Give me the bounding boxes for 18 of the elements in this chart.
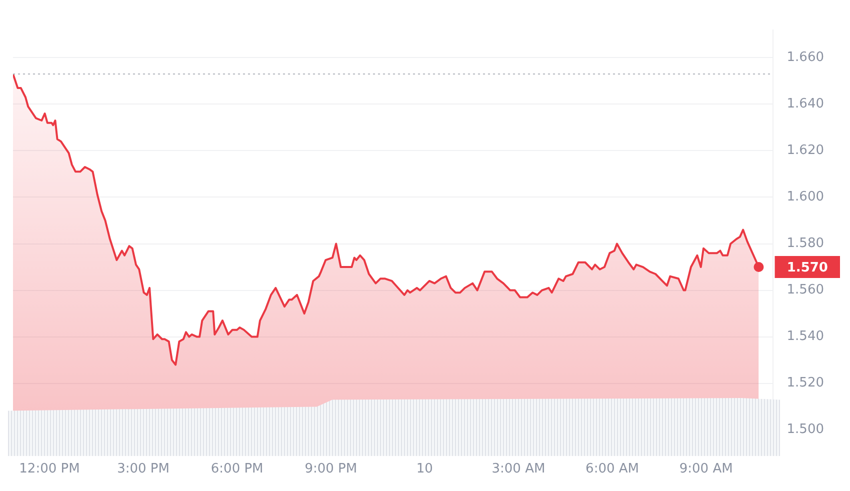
x-tick-label: 9:00 AM [679, 462, 733, 477]
x-tick-label: 6:00 AM [586, 462, 639, 477]
y-tick-label: 1.520 [786, 376, 824, 391]
y-tick-label: 1.660 [786, 50, 824, 66]
y-tick-label: 1.620 [786, 143, 824, 158]
y-tick-label: 1.640 [786, 96, 824, 112]
y-tick-label: 1.540 [786, 329, 824, 344]
y-tick-label: 1.600 [786, 190, 824, 205]
y-tick-label: 1.500 [786, 422, 824, 438]
x-tick-label: 3:00 PM [117, 462, 170, 477]
x-tick-label: 6:00 PM [210, 462, 264, 477]
x-tick-label: 3:00 AM [492, 462, 546, 477]
annotation: 1.570 [786, 260, 828, 276]
x-tick-label: 12:00 PM [19, 462, 80, 477]
x-tick-label: 9:00 PM [304, 462, 358, 477]
y-tick-label: 1.560 [786, 282, 824, 298]
y-tick-label: 1.580 [786, 236, 824, 252]
x-tick-label: 10 [416, 462, 433, 477]
